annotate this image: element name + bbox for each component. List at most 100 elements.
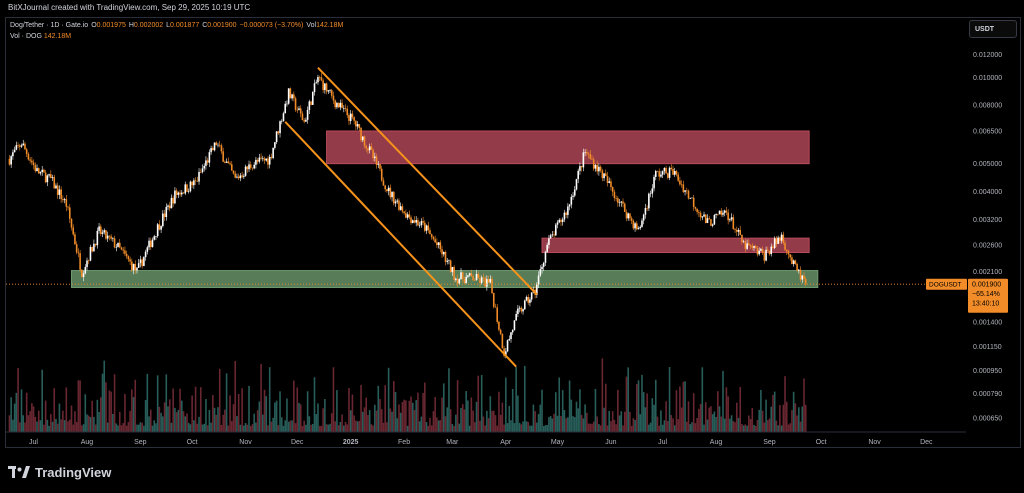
volume-bar (246, 424, 249, 432)
tradingview-logo[interactable]: TradingView (8, 462, 111, 482)
volume-bar (117, 425, 119, 432)
candle-body (379, 164, 381, 169)
candle-body (224, 161, 226, 163)
volume-bar (772, 394, 774, 432)
candle-body (293, 94, 295, 99)
candle-body (627, 213, 629, 219)
candle-body (39, 171, 42, 174)
volume-bar (704, 402, 707, 432)
candle-body (246, 166, 249, 170)
candle-body (803, 275, 805, 279)
volume-bar (213, 407, 216, 432)
volume-bar (475, 401, 478, 432)
candle-body (465, 276, 467, 284)
volume-bar (473, 422, 476, 432)
candle-body (370, 146, 373, 150)
candle-body (729, 219, 731, 221)
candle-body (308, 101, 311, 110)
x-tick-label: Jun (605, 439, 616, 446)
candle-body (758, 250, 760, 255)
candle-body (361, 136, 364, 141)
volume-bar (105, 382, 107, 432)
legend-high: 0.002002 (133, 22, 164, 29)
volume-bar (518, 422, 521, 432)
candle-body (656, 171, 659, 172)
volume-bar (677, 419, 679, 432)
candle-body (99, 226, 102, 234)
volume-bar (396, 418, 399, 432)
volume-bar (253, 413, 255, 432)
volume-bar (461, 404, 464, 432)
volume-bar (665, 401, 667, 432)
volume-bar (798, 407, 800, 432)
volume-bar (98, 412, 100, 432)
volume-bar (622, 425, 624, 432)
volume-bar (406, 425, 409, 432)
volume-bar (472, 410, 474, 432)
candle-body (132, 263, 135, 271)
volume-bar (517, 395, 519, 432)
candle-body (636, 223, 638, 230)
volume-bar (39, 420, 42, 432)
volume-bar (577, 408, 580, 432)
volume-bar (546, 424, 548, 432)
candle-body (751, 246, 754, 248)
currency-button[interactable]: USDT (969, 20, 1017, 38)
volume-bar (451, 424, 454, 432)
candle-body (694, 207, 697, 209)
candle-body (492, 292, 495, 307)
volume-bar (448, 368, 450, 432)
candle-body (327, 90, 330, 92)
volume-bar (44, 400, 47, 432)
candle-body (87, 260, 90, 262)
candle-body (772, 246, 774, 248)
volume-bar (692, 393, 695, 432)
candle-body (451, 266, 454, 273)
candle-body (324, 83, 326, 91)
candle-body (372, 149, 374, 159)
volume-bar (561, 390, 564, 432)
candle-body (156, 224, 159, 237)
candle-body (661, 171, 664, 175)
candle-body (715, 214, 717, 216)
volume-bar (706, 419, 709, 432)
volume-bar (591, 423, 593, 432)
candle-body (513, 320, 516, 331)
volume-bar (487, 418, 490, 432)
candle-body (358, 124, 361, 129)
candle-body (34, 165, 37, 172)
volume-bar (93, 416, 95, 432)
candle-body (704, 214, 707, 223)
candle-body (477, 273, 480, 279)
volume-bar (361, 411, 364, 432)
candles (8, 73, 807, 359)
volume-bar (294, 423, 297, 432)
volume-bar (220, 424, 223, 432)
volume-bar (306, 391, 309, 432)
candle-body (139, 259, 142, 264)
candle-body (773, 238, 776, 248)
volume-bar (103, 360, 106, 432)
candle-body (351, 113, 354, 118)
volume-bar (329, 423, 331, 432)
candle-body (673, 171, 676, 175)
candle-body (749, 245, 752, 247)
candle-body (801, 275, 804, 280)
volume-bar (379, 399, 381, 432)
candle-body (77, 252, 80, 254)
candle-body (230, 164, 233, 171)
volume-bar (480, 374, 483, 432)
candle-body (289, 88, 292, 99)
volume-bar (172, 388, 174, 432)
volume-bar (489, 396, 492, 432)
candle-body (775, 238, 778, 244)
volume-bar (717, 391, 719, 432)
volume-bar (279, 391, 281, 432)
candle-body (587, 153, 590, 155)
volume-bar (320, 425, 323, 432)
volume-bar (101, 373, 104, 432)
volume-series-name: Vol · DOG (10, 33, 42, 40)
candle-body (591, 158, 593, 160)
candle-body (51, 177, 54, 179)
